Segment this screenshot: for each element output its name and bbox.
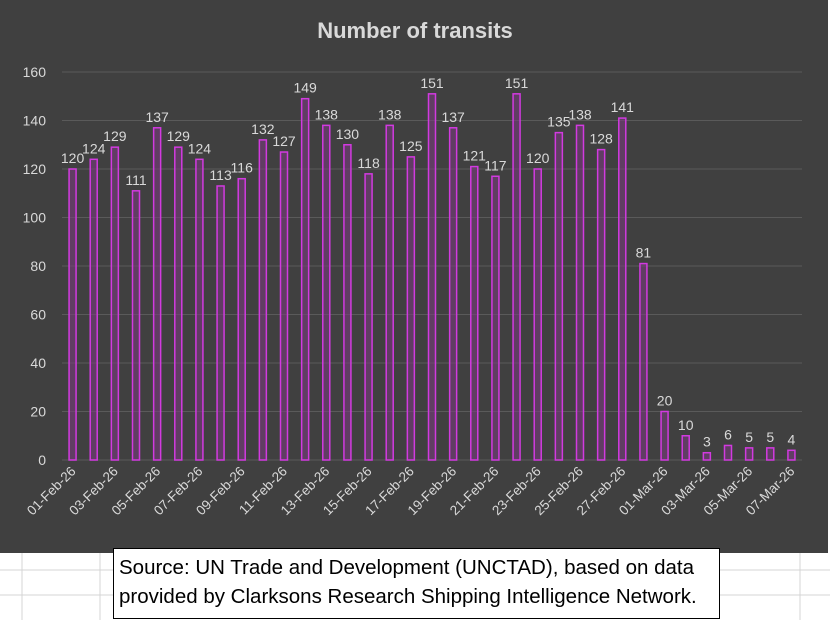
data-label: 5 [745,429,753,445]
data-label: 121 [463,148,487,164]
bar [427,93,437,461]
data-label: 129 [103,128,127,144]
bar [131,190,141,461]
data-label: 125 [399,138,423,154]
bar [639,262,648,461]
data-label: 120 [61,150,85,166]
data-label: 137 [441,109,465,125]
data-label: 4 [788,431,796,447]
bar [110,146,120,461]
bar [258,139,268,461]
bar [744,447,754,461]
y-tick-label: 80 [30,258,46,274]
bar [660,410,669,461]
bar [766,447,775,461]
bar [618,117,627,461]
data-label: 124 [188,140,212,156]
bar [343,144,352,461]
data-label: 130 [336,126,360,142]
bar [575,124,585,461]
data-label: 127 [272,133,296,149]
bar [364,173,373,461]
bar [702,451,712,461]
data-label: 132 [251,121,275,137]
y-tick-label: 0 [38,452,46,468]
data-label: 138 [315,106,339,122]
data-label: 129 [167,128,191,144]
source-note-line-1: Source: UN Trade and Development (UNCTAD… [119,556,695,579]
source-note-line-2: provided by Clarksons Research Shipping … [119,585,697,608]
bar-chart: Number of transits 0 20 40 60 80 100 120 140 160… [23,18,802,518]
y-tick-label: 120 [23,161,47,177]
data-label: 138 [568,106,592,122]
bar [174,146,183,461]
bar [300,97,310,461]
bar [216,185,225,461]
data-label: 3 [703,434,711,450]
data-label: 10 [678,417,694,433]
data-label: 20 [657,393,673,409]
data-label: 111 [125,172,146,188]
bar [406,156,416,461]
bar [322,124,331,461]
data-label: 151 [420,75,444,91]
bar [491,175,500,461]
bar [512,93,521,461]
data-label: 6 [724,426,732,442]
y-tick-label: 160 [23,64,47,80]
y-tick-label: 40 [30,355,46,371]
bar [89,158,98,461]
data-label: 128 [589,131,613,147]
bar [723,444,733,461]
chart-area[interactable]: Number of transits 0 20 40 60 80 100 120 140 160… [0,0,828,553]
bar [195,158,204,461]
chart-title: Number of transits [317,18,513,43]
data-label: 5 [766,429,774,445]
bar [279,151,289,461]
data-label: 81 [636,245,652,261]
bar [470,165,479,461]
source-note-box: Source: UN Trade and Development (UNCTAD… [113,548,720,619]
bar [533,168,542,461]
bar [385,124,394,461]
data-label: 149 [293,80,317,96]
y-tick-label: 100 [23,210,47,226]
data-label: 141 [611,99,635,115]
data-label: 151 [505,75,529,91]
bar [237,177,246,461]
bar [152,127,162,461]
bar [787,449,796,461]
bar [554,131,564,461]
data-label: 117 [484,157,507,173]
bar [68,168,77,461]
y-tick-label: 20 [30,404,46,420]
bar [681,435,690,461]
bar [448,127,458,461]
data-label: 138 [378,106,402,122]
data-label: 116 [231,160,254,176]
data-label: 113 [209,167,232,183]
data-label: 118 [357,155,380,171]
y-tick-label: 60 [30,307,46,323]
data-label: 135 [547,114,571,130]
data-label: 120 [526,150,550,166]
data-label: 124 [82,140,106,156]
y-tick-label: 140 [23,113,47,129]
bar [596,148,606,461]
data-label: 137 [145,109,169,125]
